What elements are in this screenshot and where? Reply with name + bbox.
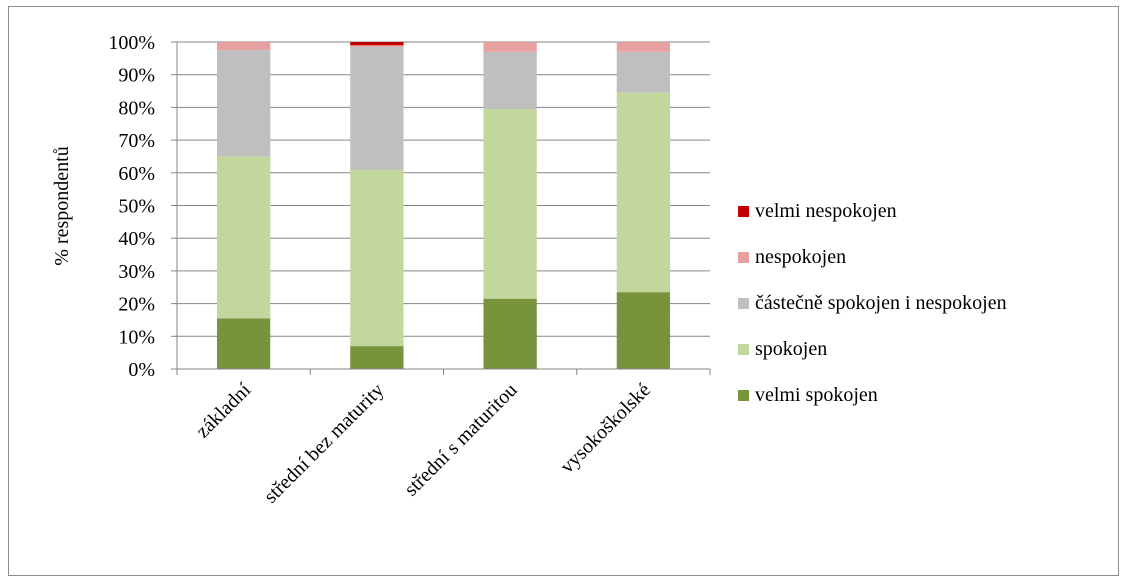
bar-velmi-spokojen [350, 346, 404, 369]
bar-nespokojen [216, 42, 271, 51]
chart-frame [8, 6, 1119, 576]
x-category-label: základní [192, 379, 256, 443]
bar-castecne-spokojen-i-nespokojen [616, 51, 671, 93]
legend-swatch-castecne-spokojen-i-nespokojen [738, 298, 749, 309]
y-tick-label: 10% [118, 326, 155, 348]
bar-nespokojen [350, 45, 404, 47]
bar-spokojen [216, 156, 271, 319]
legend-swatch-spokojen [738, 344, 749, 355]
legend-label-castecne-spokojen-i-nespokojen: částečně spokojen i nespokojen [755, 292, 1007, 314]
bar-spokojen [616, 92, 671, 293]
y-tick-label: 80% [118, 97, 155, 119]
bar-nespokojen [616, 42, 671, 52]
y-tick-label: 30% [118, 261, 155, 283]
legend-label-nespokojen: nespokojen [755, 246, 846, 268]
bar-castecne-spokojen-i-nespokojen [216, 50, 271, 157]
x-category-label: střední bez maturity [260, 379, 389, 508]
y-tick-label: 20% [118, 294, 155, 316]
x-category-label: vysokoškolské [556, 379, 655, 478]
legend-swatch-velmi-spokojen [738, 390, 749, 401]
x-category-labels: základní střední bez maturity střední s ma… [192, 379, 655, 508]
bar-nespokojen [483, 42, 537, 52]
bar-velmi-spokojen [483, 298, 537, 369]
bar-spokojen [350, 169, 404, 347]
y-tick-labels: 0% 10% 20% 30% 40% 50% 60% 70% 80% 90% 100% [108, 32, 155, 381]
y-tick-label: 0% [128, 359, 155, 381]
bar-velmi-spokojen [616, 292, 671, 369]
y-tick-label: 100% [108, 32, 155, 54]
axes [171, 41, 711, 375]
legend-label-velmi-spokojen: velmi spokojen [755, 384, 878, 406]
legend-swatch-nespokojen [738, 252, 749, 263]
legend-label-spokojen: spokojen [755, 338, 827, 360]
legend-swatch-velmi-nespokojen [738, 206, 749, 217]
y-axis-title: % respondentů [51, 146, 73, 265]
y-tick-label: 70% [118, 130, 155, 152]
x-category-label: střední s maturitou [400, 379, 522, 501]
y-tick-label: 40% [118, 228, 155, 250]
bar-castecne-spokojen-i-nespokojen [350, 46, 404, 170]
y-tick-label: 90% [118, 65, 155, 87]
bar-velmi-nespokojen [350, 42, 404, 46]
bar-castecne-spokojen-i-nespokojen [483, 51, 537, 110]
legend: velmi nespokojen nespokojen částečně spoko… [738, 200, 1007, 406]
y-tick-label: 50% [118, 196, 155, 218]
bar-spokojen [483, 109, 537, 299]
bar-velmi-spokojen [216, 318, 271, 369]
bars [216, 42, 671, 369]
legend-label-velmi-nespokojen: velmi nespokojen [755, 200, 897, 222]
y-tick-label: 60% [118, 163, 155, 185]
